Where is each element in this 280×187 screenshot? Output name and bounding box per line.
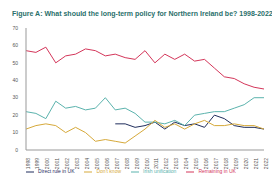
svg-text:2016: 2016 — [203, 158, 209, 169]
svg-text:2004: 2004 — [84, 158, 90, 169]
svg-text:2007: 2007 — [114, 158, 120, 169]
svg-text:2003: 2003 — [74, 158, 80, 169]
svg-text:2015: 2015 — [193, 158, 199, 169]
svg-text:1999: 1999 — [34, 158, 40, 169]
svg-text:1998: 1998 — [25, 158, 31, 169]
svg-text:50: 50 — [12, 60, 18, 66]
svg-text:2018: 2018 — [223, 158, 229, 169]
svg-text:10: 10 — [12, 129, 18, 135]
svg-text:2011: 2011 — [153, 158, 159, 169]
svg-text:2006: 2006 — [104, 158, 110, 169]
svg-text:2002: 2002 — [64, 158, 70, 169]
svg-text:2008: 2008 — [124, 158, 130, 169]
svg-text:2000: 2000 — [44, 158, 50, 169]
svg-text:2001: 2001 — [54, 158, 60, 169]
svg-text:2005: 2005 — [94, 158, 100, 169]
svg-text:20: 20 — [12, 112, 18, 118]
svg-text:40: 40 — [12, 77, 18, 83]
svg-text:2017: 2017 — [213, 158, 219, 169]
html-text:Direct rule in UK: Direct rule in UK — [38, 168, 75, 175]
svg-text:2022: 2022 — [263, 158, 269, 169]
svg-text:60: 60 — [12, 42, 18, 48]
svg-text:2014: 2014 — [183, 158, 189, 169]
svg-text:30: 30 — [12, 94, 18, 100]
html-text:Irish unification: Irish unification — [143, 168, 177, 175]
html-text:Remaining in UK: Remaining in UK — [198, 168, 236, 175]
svg-text:2012: 2012 — [163, 158, 169, 169]
svg-text:2013: 2013 — [173, 158, 179, 169]
svg-text:2019: 2019 — [233, 158, 239, 169]
svg-text:2020: 2020 — [243, 158, 249, 169]
svg-text:2021: 2021 — [253, 158, 259, 169]
svg-text:2010: 2010 — [144, 158, 150, 169]
svg-text:2009: 2009 — [134, 158, 140, 169]
svg-text:70: 70 — [12, 25, 18, 31]
html-text:Don't know: Don't know — [96, 168, 121, 175]
svg-text:0: 0 — [15, 147, 18, 153]
